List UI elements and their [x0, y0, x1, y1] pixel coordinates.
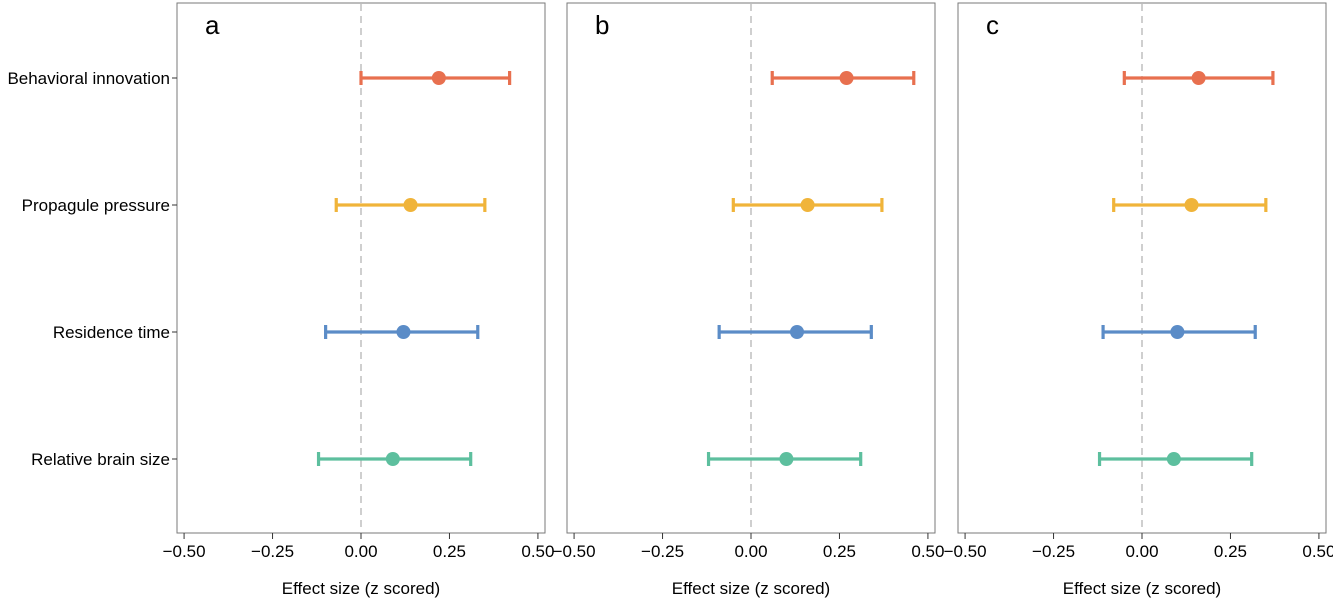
x-tick-label: 0.50 [521, 542, 554, 561]
x-axis-label: Effect size (z scored) [282, 579, 440, 598]
estimate-point [1166, 452, 1181, 466]
x-tick-label: 0.00 [344, 542, 377, 561]
x-tick-label: 0.50 [911, 542, 944, 561]
x-tick-label: −0.50 [553, 542, 596, 561]
x-tick-label: −0.25 [251, 542, 294, 561]
x-tick-label: −0.50 [163, 542, 206, 561]
estimate-point [800, 198, 815, 212]
x-axis-label: Effect size (z scored) [1063, 579, 1221, 598]
x-tick-label: −0.25 [1032, 542, 1075, 561]
estimate-point [1191, 71, 1206, 85]
x-axis-label: Effect size (z scored) [672, 579, 830, 598]
x-tick-label: 0.25 [1214, 542, 1247, 561]
estimate-point [790, 325, 804, 339]
y-category-label: Propagule pressure [22, 196, 170, 215]
y-category-label: Behavioral innovation [7, 69, 170, 88]
panel-label-a: a [205, 10, 220, 40]
estimate-point [385, 452, 400, 466]
estimate-point [403, 198, 418, 212]
x-tick-label: −0.50 [944, 542, 987, 561]
x-tick-label: −0.25 [641, 542, 684, 561]
x-tick-label: 0.50 [1302, 542, 1333, 561]
panel-label-b: b [595, 10, 609, 40]
x-tick-label: 0.00 [734, 542, 767, 561]
estimate-point [396, 325, 411, 339]
estimate-point [839, 71, 854, 85]
x-tick-label: 0.00 [1125, 542, 1158, 561]
x-tick-label: 0.25 [823, 542, 856, 561]
estimate-point [1184, 198, 1199, 212]
estimate-point [1170, 325, 1185, 339]
estimate-point [779, 452, 794, 466]
y-category-label: Residence time [53, 323, 170, 342]
estimate-point [431, 71, 446, 85]
x-tick-label: 0.25 [433, 542, 466, 561]
y-category-label: Relative brain size [31, 450, 170, 469]
panel-label-c: c [986, 10, 999, 40]
